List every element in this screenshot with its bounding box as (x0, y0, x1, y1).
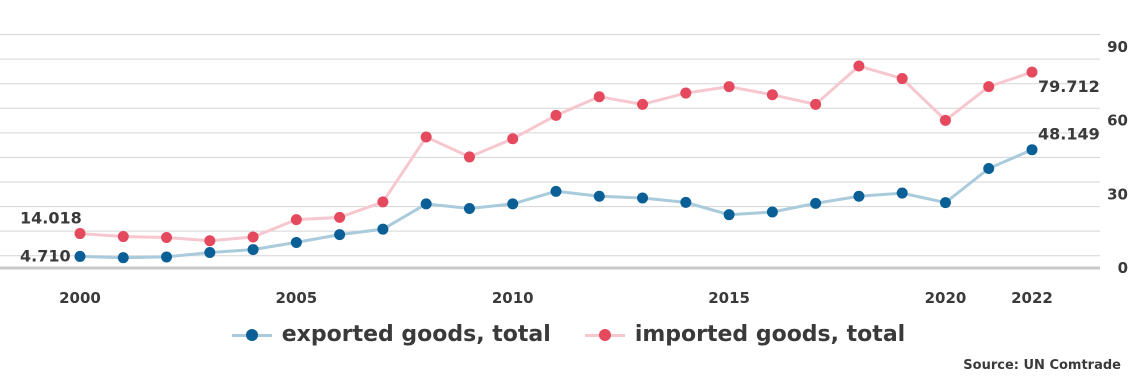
data-point (204, 235, 216, 247)
series-points (74, 60, 1038, 264)
legend-swatch-imported (584, 328, 625, 342)
data-point (983, 162, 995, 174)
data-point (896, 187, 908, 199)
data-point (74, 250, 86, 262)
data-point (983, 81, 995, 93)
source-note: Source: UN Comtrade (963, 358, 1121, 373)
data-point (507, 133, 519, 145)
data-point (550, 109, 562, 121)
legend-item-exported[interactable]: exported goods, total (231, 322, 551, 347)
data-point (161, 232, 173, 244)
data-point (766, 206, 778, 218)
data-point (247, 244, 259, 256)
x-tick-label: 2015 (708, 289, 750, 307)
data-point (377, 196, 389, 208)
x-tick-label: 2022 (1011, 289, 1053, 307)
data-point (247, 231, 259, 243)
data-point (507, 198, 519, 210)
data-point (939, 197, 951, 209)
legend-swatch-exported (231, 328, 272, 342)
data-label-first: 14.018 (20, 209, 82, 228)
legend-item-imported[interactable]: imported goods, total (584, 322, 906, 347)
data-point (637, 98, 649, 110)
data-point (637, 192, 649, 204)
data-point (334, 229, 346, 241)
line-chart: 0 30 60 90 2000 2005 2010 2015 2020 2022 4.710 48… (0, 34, 1128, 307)
data-labels: 4.710 48.149 14.018 79.712 (20, 77, 1100, 265)
x-tick-label: 2005 (275, 289, 317, 307)
x-tick-label: 2020 (925, 289, 967, 307)
data-point (896, 73, 908, 85)
legend-label-imported: imported goods, total (634, 322, 906, 347)
data-point (680, 87, 692, 99)
data-point (117, 252, 129, 264)
data-point (853, 60, 865, 72)
data-point (766, 89, 778, 101)
data-point (377, 223, 389, 235)
data-point (939, 114, 951, 126)
data-point (550, 185, 562, 197)
gridlines (0, 34, 1100, 270)
data-point (593, 91, 605, 103)
data-point (290, 236, 302, 248)
y-axis-ticks: 0 30 60 90 (1107, 38, 1128, 277)
series-line-0 (79, 148, 1033, 260)
data-point (723, 81, 735, 93)
data-label-last: 79.712 (1038, 77, 1100, 96)
data-point (420, 131, 432, 143)
data-point (853, 190, 865, 202)
x-tick-label: 2000 (59, 289, 101, 307)
data-point (334, 211, 346, 223)
data-point (593, 190, 605, 202)
data-point (680, 196, 692, 208)
data-point (74, 228, 86, 240)
data-point (290, 214, 302, 226)
x-axis-ticks: 2000 2005 2010 2015 2020 2022 (59, 289, 1053, 307)
y-tick-label: 30 (1107, 185, 1128, 203)
data-point (161, 251, 173, 263)
data-label-first: 4.710 (20, 246, 71, 265)
series-lines (79, 64, 1033, 260)
data-point (1026, 66, 1038, 78)
data-point (204, 247, 216, 259)
data-label-last: 48.149 (1038, 125, 1100, 144)
data-point (463, 151, 475, 163)
data-point (1026, 144, 1038, 156)
data-point (723, 209, 735, 221)
data-point (810, 197, 822, 209)
series-line-1 (79, 64, 1033, 243)
y-tick-label: 60 (1107, 112, 1128, 130)
data-point (117, 231, 129, 243)
y-tick-label: 90 (1107, 38, 1128, 56)
data-point (463, 203, 475, 215)
data-point (810, 98, 822, 110)
data-point (420, 198, 432, 210)
legend: exported goods, total imported goods, to… (0, 322, 1137, 347)
x-tick-label: 2010 (492, 289, 534, 307)
legend-label-exported: exported goods, total (281, 322, 551, 347)
y-tick-label: 0 (1118, 259, 1128, 277)
